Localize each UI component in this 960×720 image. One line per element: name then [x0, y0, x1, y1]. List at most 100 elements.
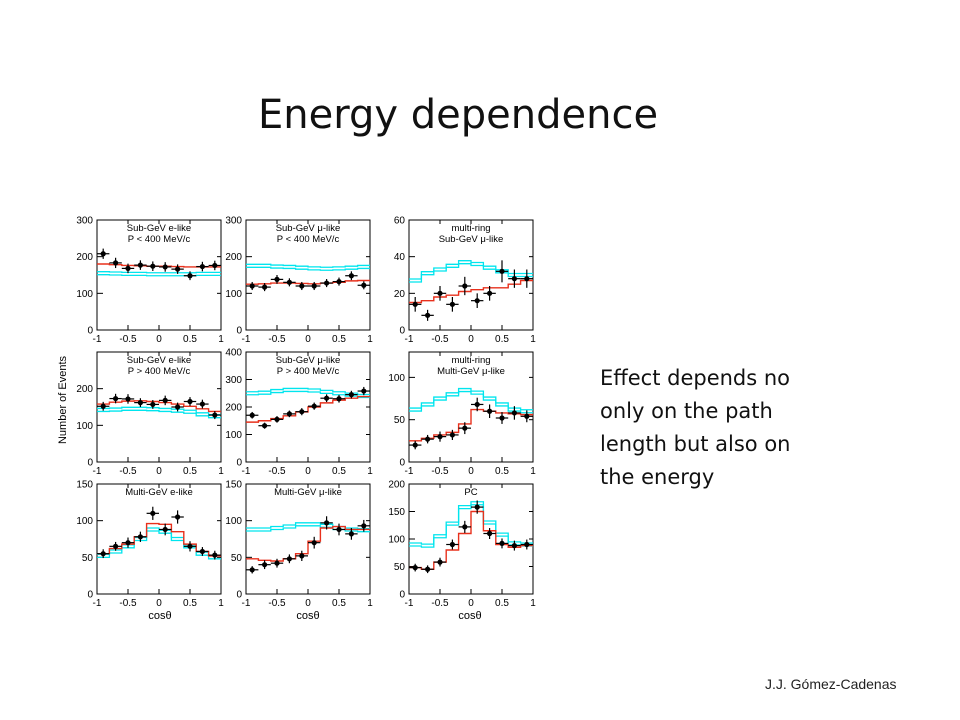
x-tick-label: 1 [367, 466, 373, 477]
data-point [199, 263, 205, 270]
x-tick-label: -0.5 [268, 334, 286, 345]
x-axis-label-col2: cosθ [296, 610, 319, 622]
data-point [348, 273, 354, 279]
data-point [187, 398, 193, 405]
panel-label: Sub-GeV μ-like [276, 223, 341, 234]
data-point [412, 301, 418, 307]
x-tick-label: 1 [530, 598, 536, 609]
data-point [336, 526, 342, 533]
x-tick-label: 1 [530, 334, 536, 345]
nonosc-second-line-histogram [409, 390, 533, 414]
data-point [137, 400, 143, 406]
panel-label: Multi-GeV μ-like [437, 366, 505, 377]
x-tick-label: -1 [242, 334, 251, 345]
y-tick-label: 150 [225, 480, 242, 491]
data-point [113, 543, 119, 549]
data-point [511, 276, 517, 282]
data-point [462, 283, 468, 289]
x-tick-label: 0.5 [183, 334, 197, 345]
y-tick-label: 150 [388, 507, 405, 518]
panel-label: Sub-GeV e-like [127, 223, 191, 234]
y-tick-label: 50 [231, 553, 243, 564]
x-axis-label-col1: cosθ [148, 610, 171, 622]
x-axis-label-col3: cosθ [458, 610, 481, 622]
data-point [324, 280, 330, 286]
y-tick-label: 300 [225, 216, 242, 227]
x-tick-label: -0.5 [268, 598, 286, 609]
y-tick-label: 300 [225, 375, 242, 386]
panel-label: multi-ring [451, 355, 490, 366]
x-tick-label: 0.5 [495, 466, 509, 477]
data-point [487, 408, 493, 414]
data-point [162, 264, 168, 270]
data-point [474, 298, 480, 304]
y-tick-label: 50 [394, 562, 406, 573]
x-tick-label: -0.5 [431, 466, 449, 477]
data-point [162, 526, 168, 533]
y-tick-label: 100 [76, 289, 93, 300]
data-point [449, 541, 455, 548]
note-text: Effect depends no only on the path lengt… [600, 362, 900, 494]
data-point [100, 551, 106, 557]
nonosc-histogram [97, 271, 221, 274]
nonosc-second-line-histogram [409, 263, 533, 283]
data-point [437, 290, 443, 296]
osc-histogram [246, 395, 370, 423]
y-tick-label: 0 [236, 458, 242, 469]
data-point [212, 552, 218, 558]
data-point [511, 543, 517, 549]
data-point [274, 416, 280, 422]
data-point [361, 388, 367, 394]
y-tick-label: 400 [225, 348, 242, 359]
nonosc-second-line-histogram [246, 266, 370, 271]
data-point [150, 510, 156, 516]
y-tick-label: 100 [76, 421, 93, 432]
data-point [524, 413, 530, 419]
y-tick-label: 0 [399, 326, 405, 337]
y-tick-label: 100 [388, 535, 405, 546]
data-point [425, 566, 431, 572]
data-point [412, 442, 418, 448]
data-point [449, 432, 455, 438]
data-point [262, 562, 268, 568]
osc-histogram [246, 279, 370, 285]
panel-7: -1 -0.5 0 0.5 1 0 50 100 150 Multi-GeV e-like [76, 480, 224, 610]
data-point [437, 559, 443, 565]
x-tick-label: 0 [156, 334, 162, 345]
data-point [437, 434, 443, 440]
data-point [262, 284, 268, 290]
x-tick-label: 0.5 [332, 598, 346, 609]
panel-label: P < 400 MeV/c [277, 234, 340, 245]
x-tick-label: -1 [93, 334, 102, 345]
data-point [462, 425, 468, 431]
data-point [425, 436, 431, 442]
y-tick-label: 0 [399, 590, 405, 601]
x-tick-label: 1 [218, 466, 224, 477]
data-point [524, 541, 530, 548]
osc-histogram [409, 279, 533, 304]
x-tick-label: -1 [242, 598, 251, 609]
y-tick-label: 100 [225, 289, 242, 300]
data-point [100, 251, 106, 257]
data-point [175, 514, 181, 520]
data-point [249, 567, 255, 573]
panel-label: Sub-GeV e-like [127, 355, 191, 366]
y-tick-label: 100 [76, 516, 93, 527]
data-point [336, 279, 342, 285]
data-point [187, 273, 193, 279]
x-tick-label: 0 [305, 466, 311, 477]
data-point [137, 262, 143, 268]
nonosc-histogram [246, 263, 370, 268]
data-point [125, 540, 131, 546]
panel-label: multi-ring [451, 223, 490, 234]
data-point [274, 560, 280, 566]
nonosc-second-line-histogram [97, 274, 221, 277]
x-tick-label: 0 [305, 598, 311, 609]
panel-frame [96, 483, 222, 595]
note-line-2: only on the path [600, 399, 773, 423]
x-tick-label: -0.5 [119, 598, 137, 609]
data-point [274, 276, 280, 282]
